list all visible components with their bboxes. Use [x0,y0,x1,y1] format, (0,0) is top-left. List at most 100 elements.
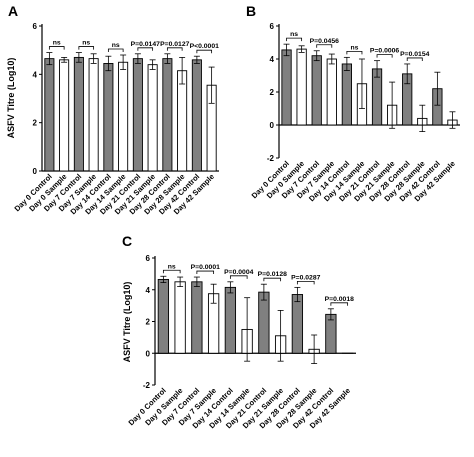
error-bar-7 [260,283,267,301]
error-bar-4 [210,283,217,304]
error-bar-7 [374,60,381,78]
bar-11 [191,59,202,172]
bar-4 [326,58,337,126]
error-bar-3 [313,50,320,62]
error-bar-2 [298,45,305,53]
comparison-label-2: P=0.0456 [310,38,340,45]
comparison-label-2: ns [82,40,90,47]
error-bar-5 [227,281,234,294]
y-tick-label: 0 [146,349,151,358]
comparison-bracket-2 [78,46,95,50]
comparison-bracket-4 [137,47,154,51]
bar-6 [118,61,129,172]
y-tick-label: 4 [33,70,38,79]
comparison-bracket-5 [296,280,315,285]
bar-3 [311,55,322,126]
bar-9 [162,58,173,172]
comparison-label-6: P<0.0001 [190,43,220,50]
error-bar-5 [105,55,112,72]
bar-1 [281,49,292,126]
error-bar-1 [46,52,53,66]
comparison-bracket-5 [166,47,183,51]
error-bar-12 [208,66,215,104]
error-bar-1 [283,43,290,57]
error-bar-9 [164,53,171,64]
error-bar-9 [404,63,411,85]
comparison-label-6: P=0.0018 [325,296,355,303]
error-bar-3 [75,52,82,63]
error-bar-9 [294,286,301,303]
y-tick-label: 6 [270,22,275,31]
comparison-label-3: P=0.0004 [224,269,254,276]
comparison-bracket-5 [406,57,423,61]
comparison-bracket-1 [286,37,303,42]
bar-9 [291,294,304,354]
y-tick-label: 2 [146,318,151,327]
comparison-bracket-1 [162,269,181,274]
error-bar-10 [311,334,318,364]
bar-8 [147,64,158,172]
error-bar-11 [434,71,441,106]
y-tick-label: -2 [267,154,275,163]
comparison-label-5: P=0.0154 [400,51,430,58]
bar-1 [157,278,170,354]
panel-letter: A [8,3,18,19]
error-bar-8 [149,59,156,70]
bar-5 [103,63,114,172]
comparison-bracket-2 [316,44,333,48]
error-bar-10 [419,104,426,133]
panel-letter: C [122,233,132,249]
error-bar-6 [244,297,251,362]
error-bar-11 [193,55,200,64]
error-bar-4 [90,53,97,64]
bar-5 [341,63,353,126]
bar-5 [224,286,237,354]
bar-3 [191,281,203,354]
y-tick-label: 6 [146,254,151,263]
comparison-label-3: ns [350,44,358,51]
error-bar-3 [193,276,200,287]
bar-1 [44,58,55,172]
comparison-bracket-2 [196,270,215,275]
bar-7 [132,58,143,172]
y-tick-label: 0 [270,121,275,130]
comparison-label-4: P=0.0147 [131,41,161,48]
error-bar-1 [160,275,167,284]
comparison-bracket-6 [196,49,213,54]
bar-3 [73,56,84,172]
panel-letter: B [246,3,256,19]
comparison-label-1: ns [53,40,61,47]
error-bar-4 [328,53,335,65]
comparison-bracket-3 [229,275,248,279]
y-tick-label: 4 [270,55,275,64]
y-tick-label: 0 [33,167,38,176]
error-bar-10 [179,57,186,85]
error-bar-2 [177,276,184,287]
error-bar-5 [343,56,350,71]
comparison-bracket-4 [376,54,393,58]
comparison-bracket-6 [330,302,349,306]
comparison-label-3: ns [112,42,120,49]
comparison-label-4: P=0.0128 [258,271,288,278]
y-tick-label: 4 [146,286,151,295]
comparison-bracket-3 [107,48,124,52]
y-tick-label: 2 [33,119,38,128]
error-bar-6 [358,58,365,109]
y-tick-label: -2 [143,381,151,390]
bar-10 [177,70,188,172]
error-bar-8 [389,81,396,129]
comparison-label-2: P=0.0001 [191,264,221,271]
comparison-bracket-3 [346,50,363,55]
error-bar-11 [327,308,334,321]
y-tick-label: 6 [33,22,38,31]
comparison-label-1: ns [168,263,176,270]
bar-7 [258,291,270,354]
bar-4 [88,58,99,172]
error-bar-8 [277,309,284,362]
comparison-bracket-4 [263,277,282,282]
error-bar-12 [449,111,456,129]
